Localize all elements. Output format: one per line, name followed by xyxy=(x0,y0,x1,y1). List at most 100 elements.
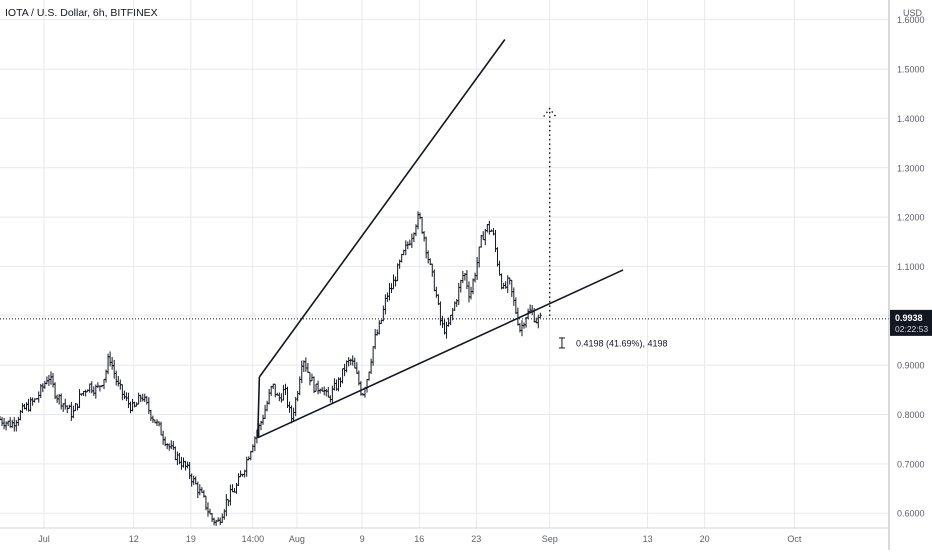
x-tick-label: 20 xyxy=(700,534,710,544)
candle xyxy=(151,415,155,423)
y-tick-label: 1.3000 xyxy=(897,163,925,173)
candle xyxy=(283,383,287,396)
candle xyxy=(371,346,375,366)
candle xyxy=(124,392,128,401)
candle xyxy=(345,360,349,373)
candle xyxy=(424,236,428,259)
candle xyxy=(383,294,387,315)
candle xyxy=(0,416,4,427)
candle xyxy=(25,402,29,411)
candle xyxy=(522,322,526,329)
candle xyxy=(373,329,377,350)
channel-start-edge xyxy=(256,376,261,438)
candle xyxy=(88,383,92,393)
candle xyxy=(165,443,169,450)
candle xyxy=(90,381,94,394)
candle xyxy=(332,378,336,391)
candle xyxy=(312,376,316,394)
candle xyxy=(175,451,179,466)
candle xyxy=(149,409,153,421)
candle xyxy=(194,476,198,485)
candle xyxy=(500,273,504,290)
candle xyxy=(392,274,396,290)
candle xyxy=(16,416,20,426)
candle xyxy=(306,363,310,374)
x-tick-label: 13 xyxy=(643,534,653,544)
candle xyxy=(49,371,53,385)
candle xyxy=(304,357,308,372)
chart-title: IOTA / U.S. Dollar, 6h, BITFINEX xyxy=(5,7,158,19)
y-tick-label: 0.6000 xyxy=(897,509,925,519)
x-tick-label: 14:00 xyxy=(242,534,265,544)
candle xyxy=(137,392,141,405)
candle xyxy=(273,383,277,398)
candle xyxy=(192,475,196,485)
candle xyxy=(14,419,18,432)
candle xyxy=(265,400,269,412)
candle xyxy=(445,321,449,339)
candle xyxy=(182,457,186,468)
candle xyxy=(349,358,353,366)
x-tick-label: 12 xyxy=(129,534,139,544)
candle xyxy=(65,405,69,414)
candle xyxy=(479,234,483,248)
candle xyxy=(449,314,453,326)
x-tick-label: 16 xyxy=(414,534,424,544)
candle xyxy=(228,484,232,506)
x-tick-label: Oct xyxy=(787,534,802,544)
candle xyxy=(147,397,151,415)
candle xyxy=(27,398,31,412)
candle xyxy=(420,216,424,234)
channel-upper-line[interactable] xyxy=(258,39,506,378)
candle xyxy=(508,277,512,285)
candle xyxy=(122,390,126,400)
candle xyxy=(536,314,540,329)
candle xyxy=(438,301,442,326)
candle xyxy=(10,419,14,428)
candle xyxy=(239,470,243,478)
channel-lower-line[interactable] xyxy=(257,269,624,439)
candle xyxy=(455,298,459,307)
candle xyxy=(230,484,234,493)
candle xyxy=(251,444,255,453)
candle xyxy=(2,417,6,430)
candle xyxy=(375,329,379,336)
candle xyxy=(430,263,434,277)
candle xyxy=(365,378,369,393)
candle xyxy=(440,315,444,328)
candle xyxy=(141,393,145,402)
candle xyxy=(169,440,173,450)
candle xyxy=(367,371,371,381)
candle xyxy=(102,378,106,390)
candle xyxy=(263,404,267,420)
candle xyxy=(516,307,520,326)
candle xyxy=(61,403,65,412)
candle xyxy=(387,283,391,301)
candle xyxy=(220,513,224,523)
candle xyxy=(471,278,475,295)
candle xyxy=(29,397,33,412)
candle xyxy=(432,269,436,292)
candle xyxy=(514,297,518,315)
candle xyxy=(206,502,210,517)
drawings-layer: 0.4198 (41.69%), 4198 xyxy=(256,39,668,439)
candle xyxy=(173,446,177,461)
candle xyxy=(443,319,446,335)
candle xyxy=(212,517,216,526)
candle xyxy=(326,386,330,398)
candle xyxy=(261,414,265,425)
y-tick-label: 1.5000 xyxy=(897,65,925,75)
y-tick-label: 0.9000 xyxy=(897,361,925,371)
candle xyxy=(71,405,75,419)
candle xyxy=(389,283,393,294)
candle xyxy=(457,282,461,306)
measure-label-group[interactable]: 0.4198 (41.69%), 4198 xyxy=(558,337,668,349)
candle xyxy=(112,359,116,379)
candle xyxy=(300,360,304,384)
candle xyxy=(318,388,322,394)
candle xyxy=(8,417,12,428)
candle xyxy=(155,419,159,427)
candle xyxy=(78,389,82,409)
